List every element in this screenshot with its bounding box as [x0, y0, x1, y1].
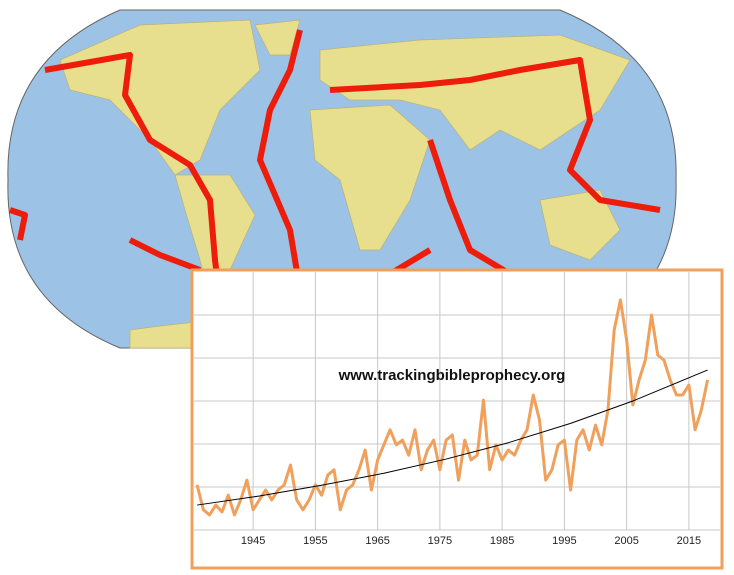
- x-tick-label: 1975: [428, 535, 452, 547]
- x-tick-label: 1945: [241, 535, 265, 547]
- line-series: [195, 298, 710, 517]
- x-tick-label: 1965: [365, 535, 389, 547]
- x-tick-label: 1995: [552, 535, 576, 547]
- x-tick-label: 1955: [303, 535, 327, 547]
- trend-line: [197, 369, 708, 506]
- x-tick-label: 2005: [614, 535, 638, 547]
- watermark: www.trackingbibleprophecy.org: [338, 367, 566, 384]
- x-tick-label: 2015: [677, 535, 701, 547]
- inset-frame: [190, 268, 724, 570]
- x-tick-label: 1985: [490, 535, 514, 547]
